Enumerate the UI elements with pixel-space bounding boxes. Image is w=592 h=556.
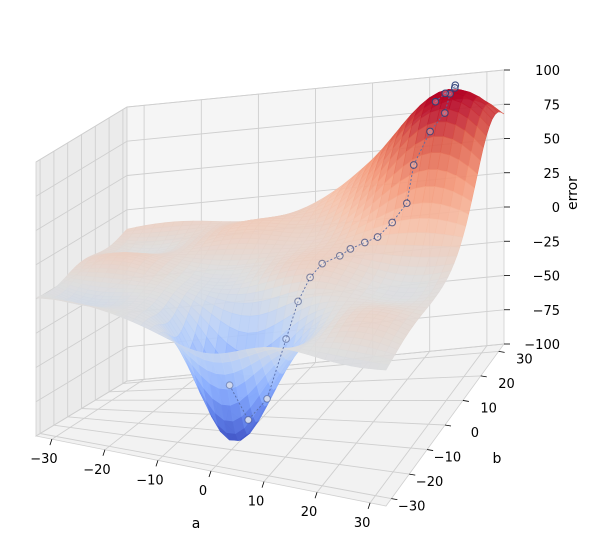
path-point: [388, 218, 397, 227]
path-point: [335, 251, 344, 260]
path-point: [450, 84, 459, 92]
path-point: [426, 127, 434, 136]
grid-back-z: [126, 69, 505, 108]
z-tick-label: 100: [535, 64, 560, 79]
path-point: [318, 259, 327, 268]
chart-ticks: −30−20−100102030−30−20−100102030−100−75−…: [30, 64, 560, 531]
y-tick-mark: [462, 400, 469, 402]
y-tick-label: −20: [416, 475, 443, 490]
y-tick-label: 30: [516, 352, 533, 367]
z-tick-label: 50: [543, 133, 560, 148]
z-tick-label: −75: [533, 304, 560, 319]
y-tick-mark: [444, 424, 452, 427]
x-tick-mark: [49, 439, 53, 446]
y-tick-label: −10: [434, 451, 461, 466]
grid-back-z: [126, 343, 505, 382]
path-line: [229, 84, 456, 421]
path-point: [373, 233, 382, 241]
x-tick-mark: [102, 449, 106, 456]
path-point: [244, 416, 253, 424]
x-tick-label: 0: [199, 484, 207, 499]
y-axis-label: b: [493, 451, 502, 467]
z-tick-label: −50: [533, 270, 560, 285]
y-tick-label: 10: [480, 401, 497, 416]
grid-floor-y: [109, 375, 481, 393]
x-tick-mark: [155, 460, 159, 467]
path-point: [409, 161, 418, 169]
surface-patch: [376, 363, 390, 371]
y-tick-label: 0: [471, 426, 479, 441]
grid-left-z: [35, 346, 128, 403]
grid-floor-y: [81, 408, 446, 426]
grid-left-z: [35, 175, 128, 231]
path-point: [306, 273, 314, 282]
grid-floor-y: [53, 424, 410, 475]
x-axis-label: a: [192, 516, 201, 532]
x-tick-label: −20: [83, 463, 110, 478]
y-tick-mark: [427, 449, 434, 451]
x-tick-mark: [208, 470, 212, 478]
x-tick-mark: [367, 502, 371, 509]
path-point: [440, 109, 449, 117]
grid-left-z: [35, 106, 128, 163]
x-tick-mark: [314, 492, 318, 499]
x-tick-label: 10: [248, 495, 265, 510]
path-point: [360, 238, 369, 247]
grid-floor-y: [122, 350, 499, 384]
x-tick-label: 20: [301, 505, 318, 520]
path-point: [346, 245, 355, 253]
path-point: [441, 89, 450, 98]
y-tick-mark: [391, 498, 398, 501]
y-tick-label: −30: [398, 500, 425, 515]
y-tick-mark: [480, 375, 487, 378]
x-tick-label: −30: [30, 452, 57, 467]
path-point: [402, 199, 411, 208]
grid-left-z: [35, 140, 128, 197]
x-tick-label: −10: [136, 473, 163, 488]
grid-left-z: [35, 380, 128, 437]
grid-left-z: [35, 209, 128, 266]
y-tick-mark: [409, 473, 416, 476]
x-tick-label: 30: [354, 516, 371, 531]
z-tick-label: 0: [552, 201, 560, 216]
z-tick-label: −25: [533, 235, 560, 250]
grid-floor-y: [40, 433, 392, 500]
path-point: [451, 81, 460, 90]
path-point: [263, 394, 271, 403]
path-point: [282, 335, 290, 343]
path-point: [294, 297, 302, 306]
z-axis-label: error: [565, 176, 581, 210]
z-tick-label: −100: [524, 338, 560, 353]
z-tick-label: 75: [543, 98, 560, 113]
z-tick-label: 25: [543, 167, 560, 182]
path-point: [225, 381, 234, 390]
y-tick-label: 20: [498, 377, 515, 392]
error-surface: [35, 88, 505, 442]
descent-path: [225, 81, 460, 424]
y-tick-mark: [498, 350, 505, 353]
path-point: [431, 97, 440, 106]
grid-left-z: [35, 312, 128, 368]
x-tick-mark: [261, 481, 265, 488]
